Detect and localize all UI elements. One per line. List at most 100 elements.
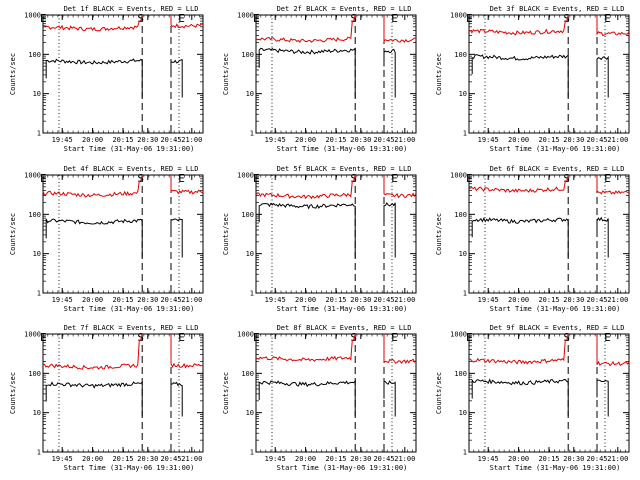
x-tick-label: 19:45 — [52, 136, 73, 144]
y-tick-label: 1 — [463, 290, 467, 298]
event-start-marker: E — [40, 12, 47, 25]
series-lld-line — [383, 15, 417, 43]
event-end-marker: E — [391, 331, 398, 344]
series-events-line — [45, 381, 143, 417]
series-lld-line — [170, 15, 204, 29]
x-tick-label: 21:00 — [181, 455, 202, 463]
x-tick-label: 21:00 — [607, 136, 628, 144]
series-events-line — [45, 58, 143, 98]
y-tick-label: 10 — [33, 409, 41, 417]
x-tick-label: 21:00 — [607, 296, 628, 304]
x-tick-label: 20:00 — [508, 136, 529, 144]
y-tick-label: 1000 — [24, 12, 41, 20]
event-end-marker: E — [604, 331, 611, 344]
series-lld-line — [468, 174, 569, 194]
event-end-marker: E — [604, 172, 611, 185]
event-start-marker: E — [253, 12, 260, 25]
x-tick-label: 20:30 — [350, 455, 371, 463]
series-events-line — [596, 216, 609, 258]
event-end-marker: E — [178, 331, 185, 344]
x-axis-label: Start Time (31-May-06 19:31:00) — [64, 305, 195, 313]
y-tick-label: 100 — [241, 51, 254, 59]
y-axis-label: Counts/sec — [435, 372, 443, 414]
panel-6: Det 6f BLACK = Events, RED = LLD 1 10 100 10… — [435, 165, 630, 313]
x-tick-label: 21:00 — [394, 136, 415, 144]
saa-start-marker: S — [137, 172, 144, 185]
series-events-line — [170, 218, 183, 258]
series-lld-line — [42, 333, 143, 370]
y-axis-label: Counts/sec — [9, 213, 17, 255]
x-tick-label: 21:00 — [394, 455, 415, 463]
saa-start-marker: S — [137, 331, 144, 344]
x-tick-label: 21:00 — [181, 296, 202, 304]
x-tick-label: 19:45 — [265, 296, 286, 304]
x-tick-label: 20:45 — [586, 455, 607, 463]
x-axis-label: Start Time (31-May-06 19:31:00) — [277, 145, 408, 153]
x-tick-label: 21:00 — [181, 136, 202, 144]
series-lld-line — [596, 15, 630, 36]
x-tick-label: 20:45 — [373, 136, 394, 144]
y-tick-label: 10 — [246, 90, 254, 98]
panel-title: Det 7f BLACK = Events, RED = LLD — [64, 324, 199, 332]
x-tick-label: 20:00 — [295, 296, 316, 304]
event-start-marker: E — [253, 172, 260, 185]
panel-8: Det 8f BLACK = Events, RED = LLD 1 10 100 10… — [222, 324, 417, 472]
event-start-marker: E — [466, 172, 473, 185]
event-start-marker: E — [466, 331, 473, 344]
panel-title: Det 1f BLACK = Events, RED = LLD — [64, 5, 199, 13]
y-tick-label: 1000 — [24, 331, 41, 339]
y-tick-label: 10 — [33, 90, 41, 98]
series-events-line — [170, 381, 183, 417]
y-tick-label: 100 — [454, 211, 467, 219]
x-tick-label: 19:45 — [265, 455, 286, 463]
y-tick-label: 100 — [454, 370, 467, 378]
y-tick-label: 100 — [241, 370, 254, 378]
x-axis-label: Start Time (31-May-06 19:31:00) — [277, 464, 408, 472]
y-tick-label: 1 — [463, 130, 467, 138]
y-tick-label: 1 — [463, 449, 467, 457]
event-end-marker: E — [178, 172, 185, 185]
series-events-line — [258, 379, 356, 417]
series-lld-line — [170, 334, 203, 369]
x-tick-label: 20:30 — [350, 296, 371, 304]
x-tick-label: 21:00 — [607, 455, 628, 463]
x-tick-label: 20:30 — [563, 455, 584, 463]
y-tick-label: 1000 — [450, 172, 467, 180]
panel-title: Det 5f BLACK = Events, RED = LLD — [277, 165, 412, 173]
series-lld-line — [42, 174, 143, 198]
panel-7: Det 7f BLACK = Events, RED = LLD 1 10 100 10… — [9, 324, 204, 472]
panel-title: Det 2f BLACK = Events, RED = LLD — [277, 5, 412, 13]
panel-title: Det 3f BLACK = Events, RED = LLD — [490, 5, 625, 13]
x-tick-label: 20:00 — [82, 296, 103, 304]
x-tick-label: 20:30 — [137, 296, 158, 304]
x-axis-label: Start Time (31-May-06 19:31:00) — [490, 464, 621, 472]
panel-title: Det 8f BLACK = Events, RED = LLD — [277, 324, 412, 332]
x-tick-label: 19:45 — [478, 296, 499, 304]
event-end-marker: E — [604, 12, 611, 25]
y-tick-label: 1 — [250, 130, 254, 138]
y-tick-label: 100 — [454, 51, 467, 59]
series-events-line — [471, 378, 569, 417]
y-tick-label: 10 — [246, 409, 254, 417]
series-lld-line — [255, 14, 356, 44]
saa-start-marker: S — [350, 331, 357, 344]
series-lld-line — [383, 175, 417, 199]
series-events-line — [258, 202, 356, 258]
x-tick-label: 20:15 — [112, 455, 133, 463]
x-tick-label: 20:45 — [373, 296, 394, 304]
panel-9: Det 9f BLACK = Events, RED = LLD 1 10 100 10… — [435, 324, 630, 472]
x-tick-label: 20:45 — [160, 455, 181, 463]
y-axis-label: Counts/sec — [222, 53, 230, 95]
x-axis-label: Start Time (31-May-06 19:31:00) — [490, 145, 621, 153]
saa-start-marker: S — [137, 12, 144, 25]
panels-grid: Det 1f BLACK = Events, RED = LLD 1 10 100 10… — [9, 5, 630, 472]
x-tick-label: 20:00 — [295, 455, 316, 463]
y-axis-label: Counts/sec — [222, 213, 230, 255]
x-tick-label: 20:15 — [112, 136, 133, 144]
series-lld-line — [255, 174, 356, 200]
series-events-line — [596, 55, 609, 98]
x-axis-label: Start Time (31-May-06 19:31:00) — [277, 305, 408, 313]
series-events-line — [471, 54, 569, 98]
y-axis-label: Counts/sec — [9, 53, 17, 95]
